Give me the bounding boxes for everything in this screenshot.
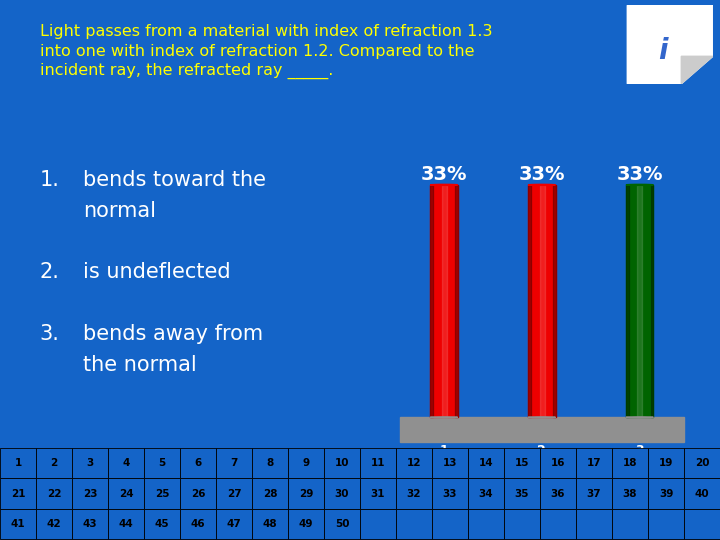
Bar — [553, 185, 556, 417]
Text: bends toward the: bends toward the — [83, 170, 266, 190]
Text: 46: 46 — [191, 519, 205, 529]
Bar — [651, 185, 653, 417]
Polygon shape — [681, 56, 713, 84]
Text: 25: 25 — [155, 489, 169, 498]
Text: 50: 50 — [335, 519, 349, 529]
Text: 19: 19 — [659, 458, 673, 468]
Text: 29: 29 — [299, 489, 313, 498]
Bar — [626, 185, 629, 417]
Text: 37: 37 — [587, 489, 601, 498]
Text: i: i — [659, 37, 668, 65]
Text: 33%: 33% — [518, 165, 565, 184]
Text: 9: 9 — [302, 458, 310, 468]
Text: 2: 2 — [537, 444, 546, 457]
Text: 16: 16 — [551, 458, 565, 468]
Text: 21: 21 — [11, 489, 25, 498]
Text: is undeflected: is undeflected — [83, 262, 230, 282]
Text: 3: 3 — [635, 444, 644, 457]
Text: 1: 1 — [439, 444, 449, 457]
Bar — [455, 185, 458, 417]
Text: 8: 8 — [266, 458, 274, 468]
Text: 45: 45 — [155, 519, 169, 529]
Text: 40: 40 — [695, 489, 709, 498]
Text: 42: 42 — [47, 519, 61, 529]
Text: 10: 10 — [335, 458, 349, 468]
Text: 22: 22 — [47, 489, 61, 498]
Text: 5: 5 — [158, 458, 166, 468]
Text: 17: 17 — [587, 458, 601, 468]
Text: 43: 43 — [83, 519, 97, 529]
Text: 1: 1 — [14, 458, 22, 468]
Text: 3.: 3. — [40, 324, 60, 344]
Text: 12: 12 — [407, 458, 421, 468]
Bar — [637, 185, 642, 417]
Text: the normal: the normal — [83, 355, 197, 375]
Text: 18: 18 — [623, 458, 637, 468]
Ellipse shape — [528, 417, 556, 418]
Bar — [442, 185, 446, 417]
Text: 33%: 33% — [420, 165, 467, 184]
Text: 2: 2 — [50, 458, 58, 468]
Text: 24: 24 — [119, 489, 133, 498]
Bar — [539, 185, 544, 417]
Text: 33%: 33% — [616, 165, 663, 184]
Text: 13: 13 — [443, 458, 457, 468]
Bar — [528, 185, 556, 417]
Text: 26: 26 — [191, 489, 205, 498]
Text: 44: 44 — [119, 519, 133, 529]
Text: bends away from: bends away from — [83, 324, 263, 344]
Text: 49: 49 — [299, 519, 313, 529]
Text: 23: 23 — [83, 489, 97, 498]
Text: 28: 28 — [263, 489, 277, 498]
Bar — [626, 185, 653, 417]
Text: 39: 39 — [659, 489, 673, 498]
Text: 35: 35 — [515, 489, 529, 498]
Text: 32: 32 — [407, 489, 421, 498]
Text: 33: 33 — [443, 489, 457, 498]
Text: 30: 30 — [335, 489, 349, 498]
Text: 41: 41 — [11, 519, 25, 529]
Ellipse shape — [528, 184, 556, 185]
Text: 38: 38 — [623, 489, 637, 498]
Bar — [431, 185, 433, 417]
Text: 1.: 1. — [40, 170, 60, 190]
Text: 3: 3 — [86, 458, 94, 468]
Text: 48: 48 — [263, 519, 277, 529]
Text: 11: 11 — [371, 458, 385, 468]
Text: 31: 31 — [371, 489, 385, 498]
Text: 6: 6 — [194, 458, 202, 468]
Text: 34: 34 — [479, 489, 493, 498]
Text: normal: normal — [83, 201, 156, 221]
Text: 7: 7 — [230, 458, 238, 468]
Bar — [528, 185, 531, 417]
Bar — [400, 417, 684, 442]
Polygon shape — [627, 5, 713, 84]
Text: 14: 14 — [479, 458, 493, 468]
Text: 27: 27 — [227, 489, 241, 498]
Text: 2.: 2. — [40, 262, 60, 282]
Text: Light passes from a material with index of refraction 1.3
into one with index of: Light passes from a material with index … — [40, 24, 492, 79]
Text: 4: 4 — [122, 458, 130, 468]
Text: 36: 36 — [551, 489, 565, 498]
Ellipse shape — [626, 417, 653, 418]
Bar — [431, 185, 458, 417]
Ellipse shape — [431, 417, 458, 418]
Ellipse shape — [431, 184, 458, 185]
Text: 20: 20 — [695, 458, 709, 468]
Text: 47: 47 — [227, 519, 241, 529]
Ellipse shape — [626, 184, 653, 185]
Text: 15: 15 — [515, 458, 529, 468]
